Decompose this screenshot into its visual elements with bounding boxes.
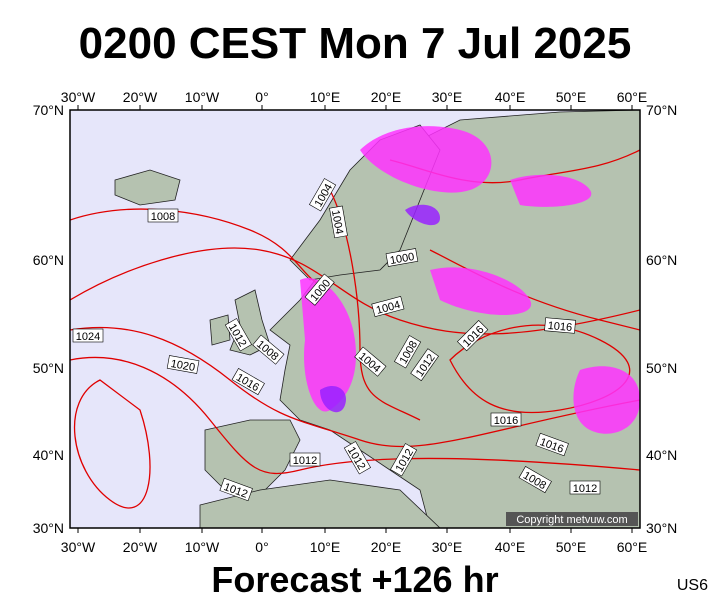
longitude-label: 0° [255,539,268,555]
isobar-label-box [394,335,422,369]
isobar-label-box [544,317,576,334]
map-area: 1008100410041000100010041012100810241020… [70,110,640,528]
isobar-label-text: 1004 [329,209,345,235]
isobar-label-text: 1012 [293,455,317,467]
longitude-label: 30°E [432,539,463,555]
latitude-label: 70°N [33,102,64,118]
isobar-label-text: 1008 [151,211,175,223]
longitude-label: 30°W [61,89,96,105]
isobar-label-box [219,477,253,502]
isobar-label: 1016 [544,317,576,334]
isobar-label-text: 1020 [170,358,196,374]
longitude-label: 10°W [185,539,220,555]
iberia [204,419,301,496]
precipitation [573,366,640,434]
isobar [70,208,331,291]
isobar-label-box [343,441,371,475]
isobar-label-text: 1016 [547,320,572,334]
longitude-label: 10°W [185,89,220,105]
isobar [70,247,640,335]
isobar-label-box [224,318,252,352]
precipitation [430,267,532,315]
latitude-label: 50°N [33,360,64,376]
precipitation [300,278,356,412]
isobar-label-box [490,412,522,427]
isobar-label-box [231,368,265,396]
isobar-label-box [385,248,419,267]
isobar [70,326,640,448]
longitude-label: 40°E [495,539,526,555]
copyright: Copyright metvuw.com [516,514,627,526]
isobar-label-box [457,320,489,352]
isobar-label: 1004 [329,205,348,239]
longitude-label: 60°E [617,89,648,105]
isobar-label-text: 1016 [494,415,518,427]
africa [199,479,441,528]
longitude-label: 10°E [310,539,341,555]
isobar-label-text: 1012 [573,483,597,495]
isobar-label: 1024 [72,328,104,343]
isobar-label-box [252,334,285,365]
isobar-label-box [289,452,321,467]
isobar-label-box [304,273,335,306]
isobar-label-box [371,295,405,318]
isobar-label: 1016 [490,412,522,427]
isobar-label-box [147,208,179,223]
longitude-label: 10°E [310,89,341,105]
isobar-label-box [72,328,104,343]
map-frame [69,109,641,529]
isobar-label-box [390,443,418,477]
model-code: US6 [677,577,708,594]
longitude-label: 60°E [617,539,648,555]
longitude-label: 0° [255,89,268,105]
isobar-label-box [410,348,439,382]
longitude-label: 30°E [432,89,463,105]
isobar-label: 1012 [289,452,321,467]
precipitation [405,204,440,226]
isobar-label: 1008 [147,208,179,223]
isobar-label: 1000 [385,248,419,267]
ireland [209,314,231,346]
iceland [114,169,181,206]
latitude-label: 50°N [646,360,677,376]
isobar-label: 1020 [166,355,200,374]
isobar-label-box [518,466,552,494]
isobar-label-box [535,432,569,457]
latitude-label: 30°N [646,520,677,536]
title: 0200 CEST Mon 7 Jul 2025 [79,19,632,68]
isobar-label-text: 1024 [76,331,100,343]
latitude-label: 70°N [646,102,677,118]
longitude-label: 50°E [556,539,587,555]
forecast-label: Forecast +126 hr [211,559,498,600]
isobar [73,379,151,509]
isobar [70,356,640,475]
isobar-label-box [309,178,337,212]
latitude-label: 40°N [33,447,64,463]
graticule-labels: 30°W 30°W 20°W 20°W 10°W 10°W 0° 0° 10°E 10°E 20°E… [33,89,678,555]
latitude-label: 40°N [646,447,677,463]
isobar-label-box [354,346,387,377]
longitude-label: 20°E [371,539,402,555]
isobar-label-text: 1000 [389,251,415,267]
isobar-label-box [166,355,200,374]
longitude-label: 50°E [556,89,587,105]
precipitation [510,174,592,207]
longitude-label: 40°E [495,89,526,105]
isobar-label-box [329,205,348,239]
longitude-label: 30°W [61,539,96,555]
precipitation [360,126,492,193]
latitude-label: 30°N [33,520,64,536]
latitude-label: 60°N [33,252,64,268]
longitude-label: 20°E [371,89,402,105]
isobar-label: 1012 [569,480,601,495]
isobar-label-box [569,480,601,495]
copyright-box [506,512,638,526]
longitude-label: 20°W [123,89,158,105]
longitude-label: 20°W [123,539,158,555]
precipitation [320,385,346,413]
latitude-label: 60°N [646,252,677,268]
